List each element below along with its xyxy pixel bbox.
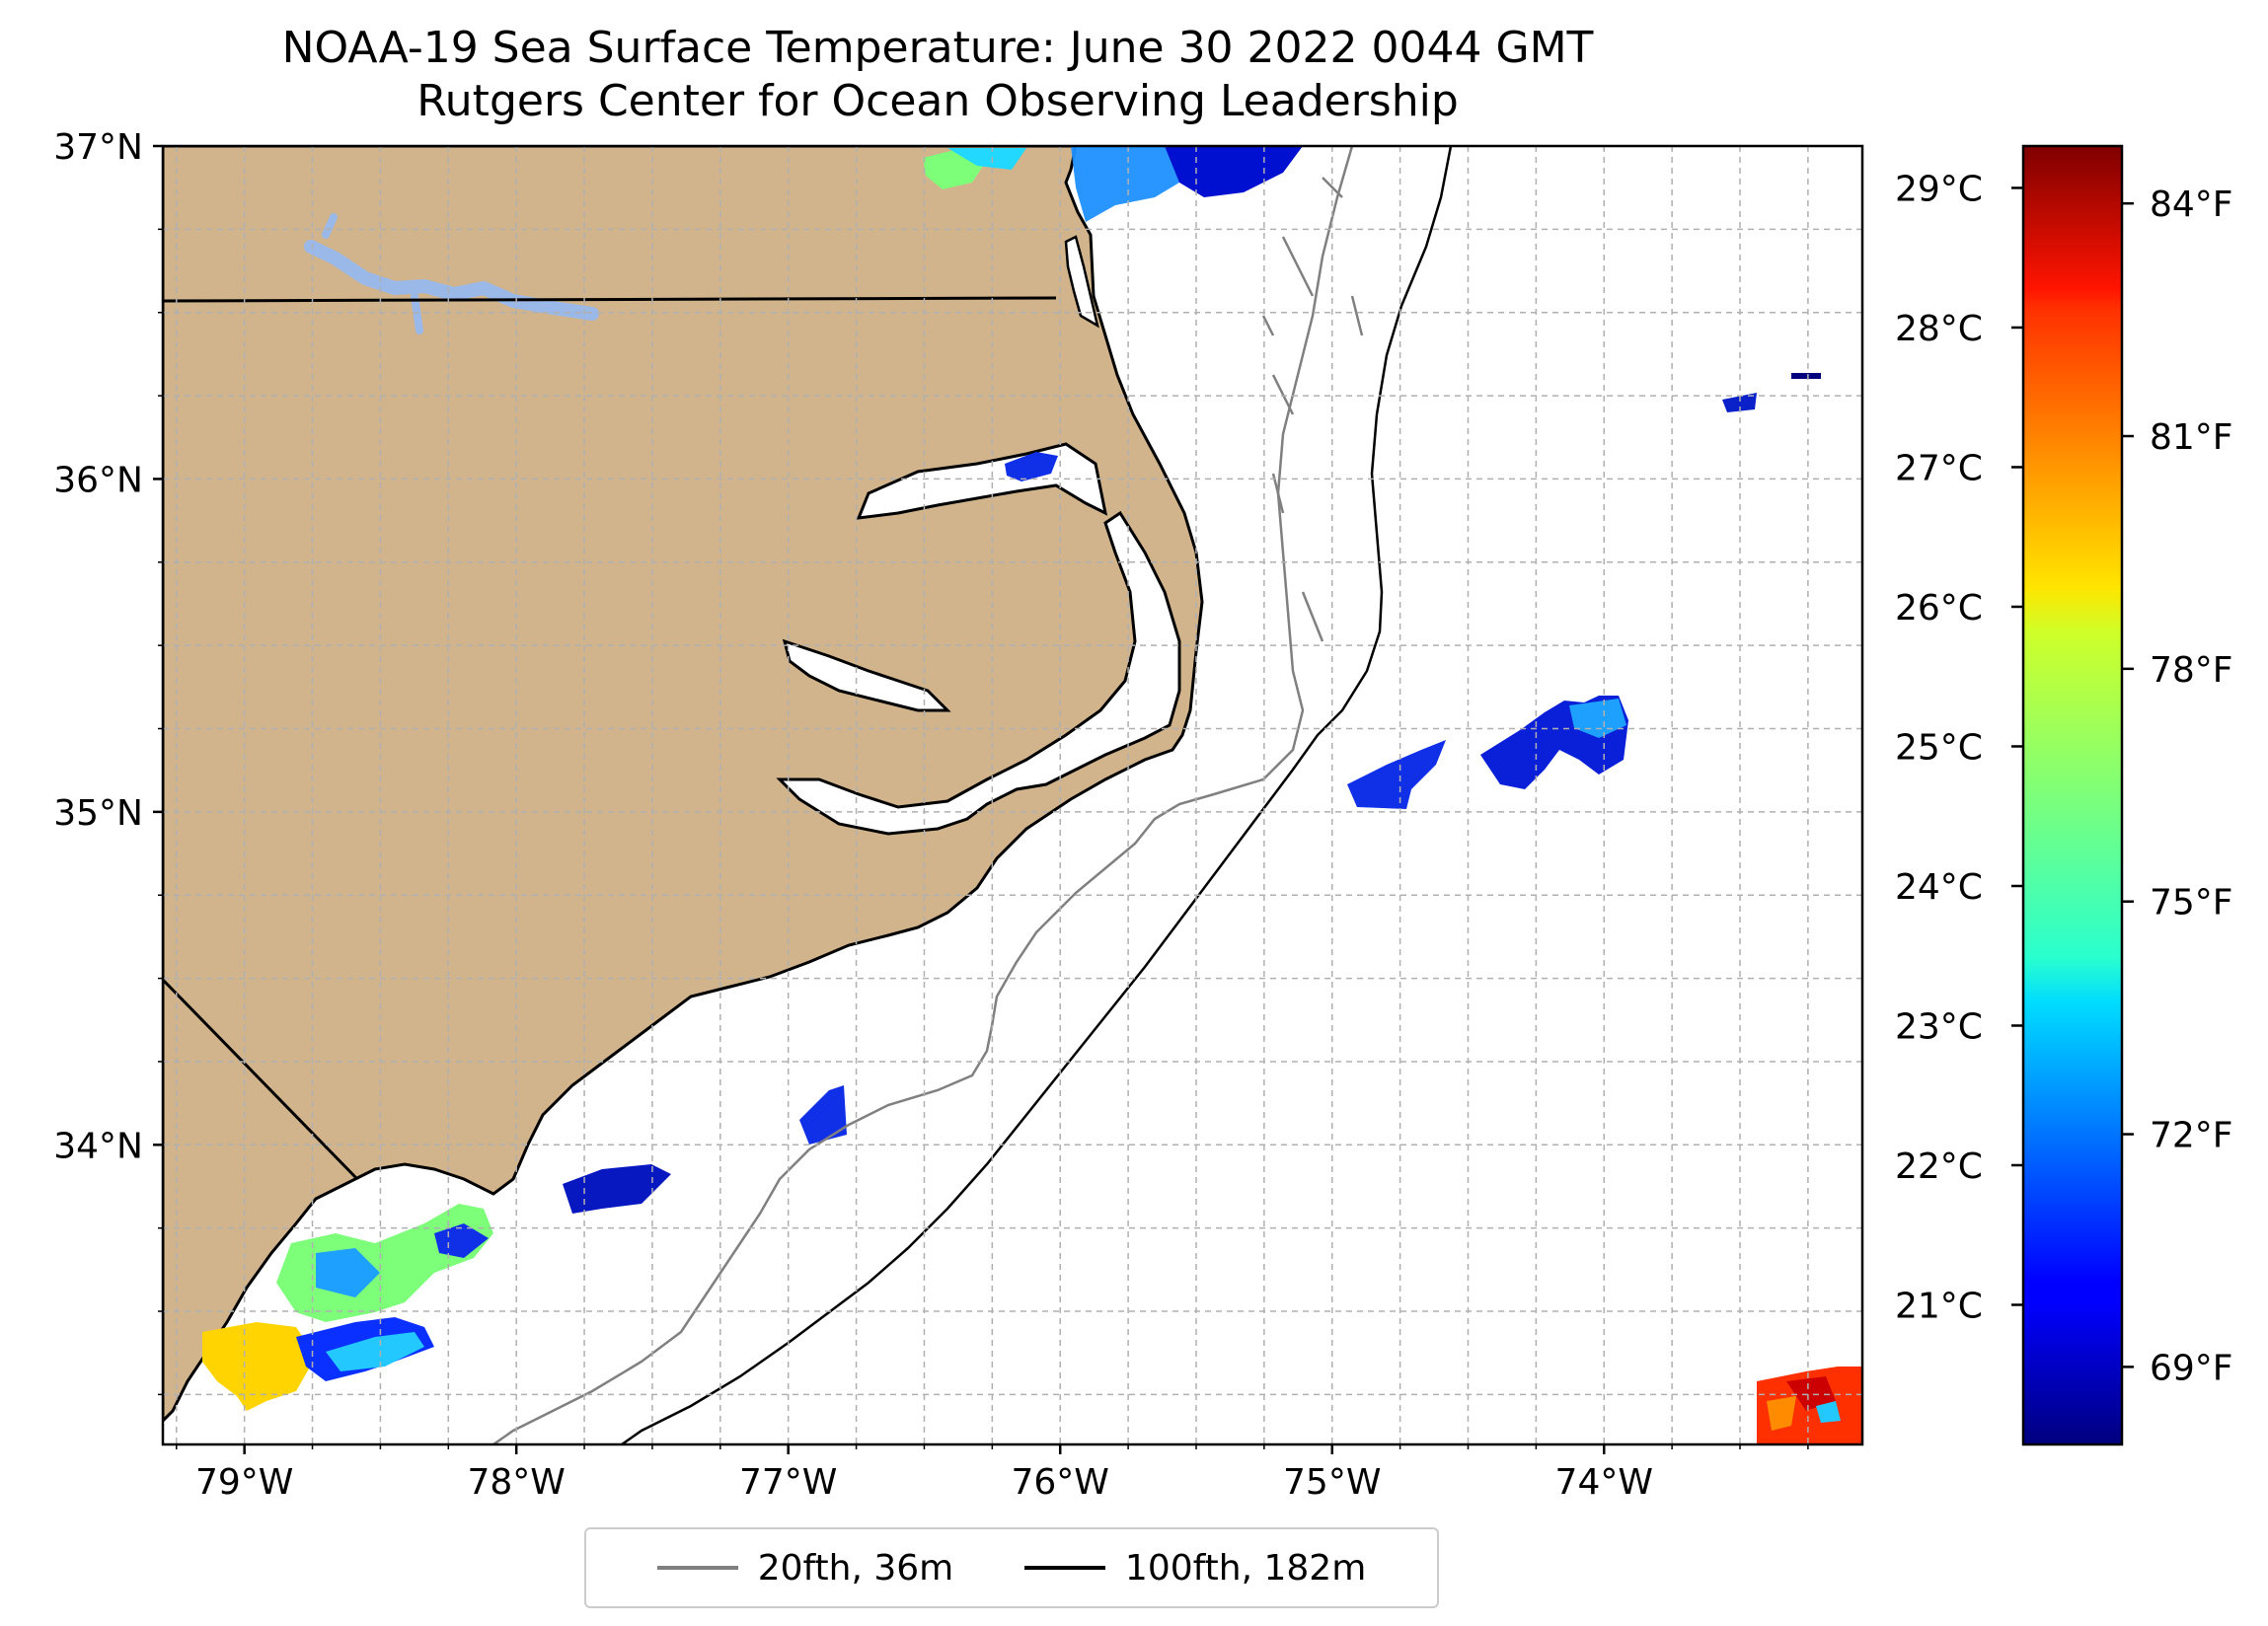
isobath-100fth [621, 146, 1453, 1444]
lon-tick-label: 76°W [1012, 1462, 1109, 1503]
legend-label-20fth: 20fth, 36m [757, 1547, 954, 1589]
map-title: NOAA-19 Sea Surface Temperature: June 30… [0, 22, 1875, 128]
lon-tick-label: 77°W [739, 1462, 837, 1503]
fahrenheit-tick-label: 81°F [2150, 417, 2233, 458]
lon-tick-label: 78°W [467, 1462, 565, 1503]
celsius-tick-label: 24°C [1895, 867, 1983, 908]
nc-sc-border [163, 978, 359, 1181]
map-panel [163, 146, 1862, 1444]
lat-tick-label: 36°N [53, 460, 143, 500]
legend-line-black [1023, 1566, 1105, 1570]
isobath-20fth [492, 146, 1354, 1444]
map-frame [161, 144, 1864, 1446]
celsius-tick-label: 21°C [1895, 1286, 1983, 1326]
celsius-tick-label: 23°C [1895, 1006, 1983, 1047]
fahrenheit-tick-label: 84°F [2150, 185, 2233, 225]
gridlines [163, 146, 1862, 1444]
celsius-tick-label: 29°C [1895, 169, 1983, 209]
kerr-lake [304, 240, 599, 321]
lon-tick-label: 79°W [195, 1462, 293, 1503]
legend: 20fth, 36m 100fth, 182m [584, 1527, 1439, 1608]
kerr-lake-arm [322, 213, 423, 334]
colorbar: 29°C 28°C 27°C 26°C 25°C 24°C 23°C 22°C 21°C 84°… [1895, 144, 2233, 1446]
outer-banks [1064, 235, 1099, 329]
lon-tick-label: 75°W [1283, 1462, 1381, 1503]
colorbar-gradient [2021, 144, 2124, 1446]
fahrenheit-tick-label: 69°F [2150, 1348, 2233, 1388]
lon-tick-label: 74°W [1555, 1462, 1653, 1503]
fahrenheit-tick-label: 78°F [2150, 650, 2233, 691]
fahrenheit-tick-label: 75°F [2150, 883, 2233, 924]
celsius-tick-label: 26°C [1895, 588, 1983, 628]
fahrenheit-tick-label: 72°F [2150, 1116, 2233, 1156]
colorbar-celsius-ticks: 29°C 28°C 27°C 26°C 25°C 24°C 23°C 22°C 21°C [1895, 169, 2023, 1326]
longitude-axis: 79°W 78°W 77°W 76°W 75°W 74°W [176, 1444, 1809, 1503]
neuse-river [782, 638, 951, 712]
sst-patches [202, 146, 1862, 1444]
colorbar-fahrenheit-ticks: 84°F 81°F 78°F 75°F 72°F 69°F [2122, 185, 2233, 1388]
legend-item-20fth: 20fth, 36m [656, 1547, 954, 1589]
celsius-tick-label: 25°C [1895, 727, 1983, 768]
lat-tick-label: 35°N [53, 793, 143, 834]
legend-item-100fth: 100fth, 182m [1023, 1547, 1367, 1589]
isobath-20fth-shoals [1261, 177, 1364, 642]
title-line-1: NOAA-19 Sea Surface Temperature: June 30… [281, 23, 1594, 73]
legend-label-100fth: 100fth, 182m [1124, 1547, 1367, 1589]
title-line-2: Rutgers Center for Ocean Observing Leade… [416, 76, 1459, 126]
celsius-tick-label: 22°C [1895, 1146, 1983, 1187]
legend-line-gray [656, 1566, 738, 1570]
celsius-tick-label: 27°C [1895, 448, 1983, 488]
lat-tick-label: 34°N [53, 1126, 143, 1166]
lat-tick-label: 37°N [53, 127, 143, 168]
celsius-tick-label: 28°C [1895, 309, 1983, 349]
land-mass [163, 146, 1204, 1424]
latitude-axis: 37°N 36°N 35°N 34°N [53, 127, 163, 1396]
